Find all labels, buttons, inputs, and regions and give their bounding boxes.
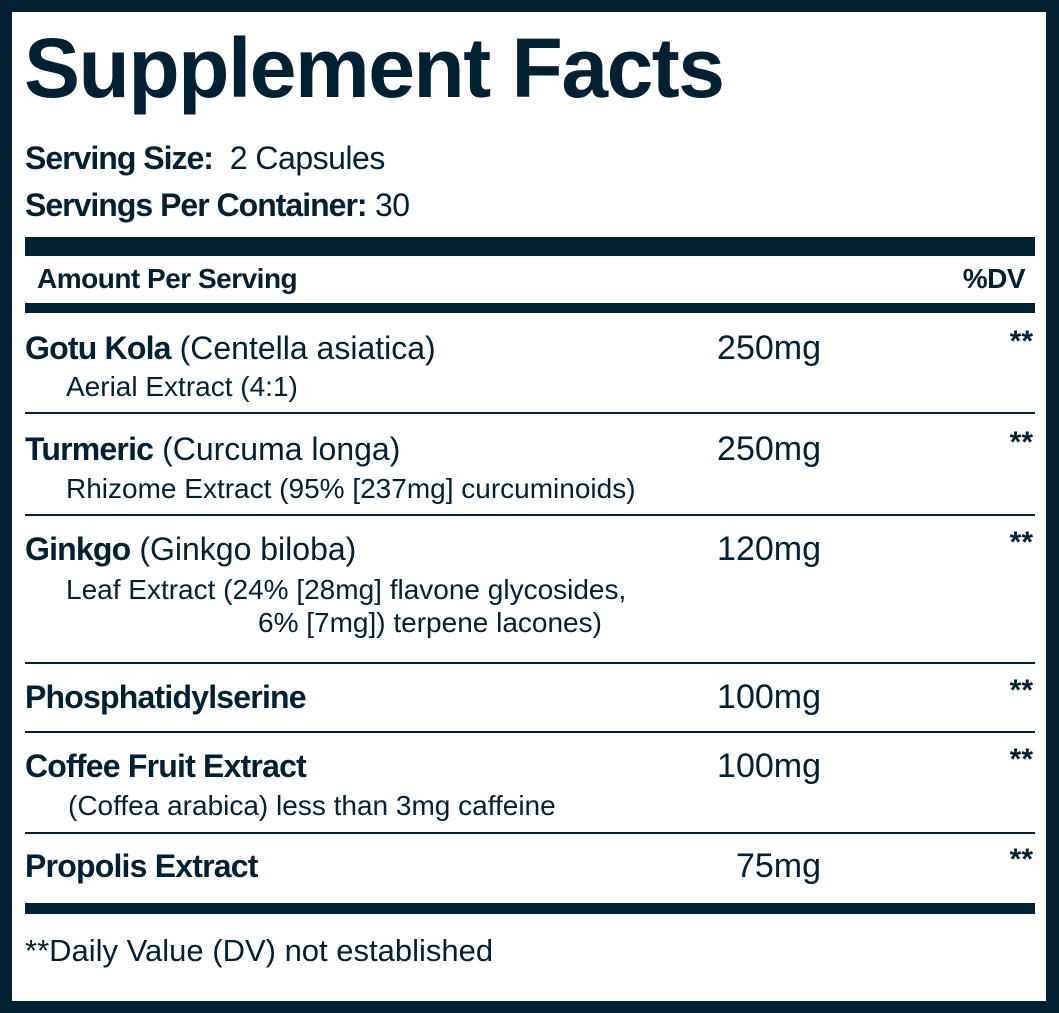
ingredient-amount: 75mg: [735, 847, 821, 885]
ingredient-name: Ginkgo (Ginkgo biloba): [25, 531, 357, 567]
ingredient-dv: **: [1009, 325, 1033, 358]
ingredient-dv: **: [1009, 674, 1033, 707]
row-divider: [25, 514, 1035, 516]
row-divider: [25, 662, 1035, 664]
ingredient-name: Coffee Fruit Extract: [25, 748, 307, 784]
serving-size-label: Serving Size:: [25, 140, 214, 176]
ingredient-detail: Rhizome Extract (95% [237mg] curcuminoid…: [66, 473, 636, 504]
ingredient-name: Phosphatidylserine: [25, 679, 307, 715]
ingredient-name: Gotu Kola (Centella asiatica): [25, 330, 436, 366]
ingredient-dv: **: [1009, 843, 1033, 876]
ingredient-name: Propolis Extract: [25, 848, 258, 884]
ingredient-amount: 100mg: [717, 678, 821, 716]
ingredient-amount: 250mg: [717, 329, 821, 367]
header-divider: [25, 303, 1035, 313]
ingredient-detail: Leaf Extract (24% [28mg] flavone glycosi…: [66, 574, 627, 605]
footnote: **Daily Value (DV) not established: [25, 933, 494, 968]
servings-per-container-value: 30: [374, 187, 410, 223]
servings-per-container-label: Servings Per Container:: [25, 187, 368, 223]
bottom-divider: [25, 903, 1035, 914]
row-divider: [25, 731, 1035, 733]
ingredient-dv: **: [1009, 426, 1033, 459]
ingredient-dv: **: [1009, 743, 1033, 776]
ingredient-name: Turmeric (Curcuma longa): [25, 431, 401, 467]
servings-per-container: Servings Per Container: 30: [25, 185, 410, 225]
ingredient-detail: (Coffea arabica) less than 3mg caffeine: [68, 790, 556, 821]
dv-header: %DV: [962, 263, 1026, 294]
ingredient-detail: 6% [7mg]) terpene lacones): [258, 607, 602, 638]
ingredient-detail: Aerial Extract (4:1): [66, 371, 298, 402]
ingredient-amount: 120mg: [717, 530, 821, 568]
ingredient-amount: 250mg: [717, 430, 821, 468]
ingredient-dv: **: [1009, 526, 1033, 559]
serving-size-value: 2 Capsules: [229, 140, 386, 176]
page-title: Supplement Facts: [24, 21, 725, 115]
thick-divider: [25, 237, 1035, 256]
serving-size: Serving Size: 2 Capsules: [25, 138, 385, 178]
row-divider: [25, 832, 1035, 834]
row-divider: [25, 412, 1035, 414]
ingredient-amount: 100mg: [717, 747, 821, 785]
amount-per-serving-header: Amount Per Serving: [37, 263, 298, 294]
